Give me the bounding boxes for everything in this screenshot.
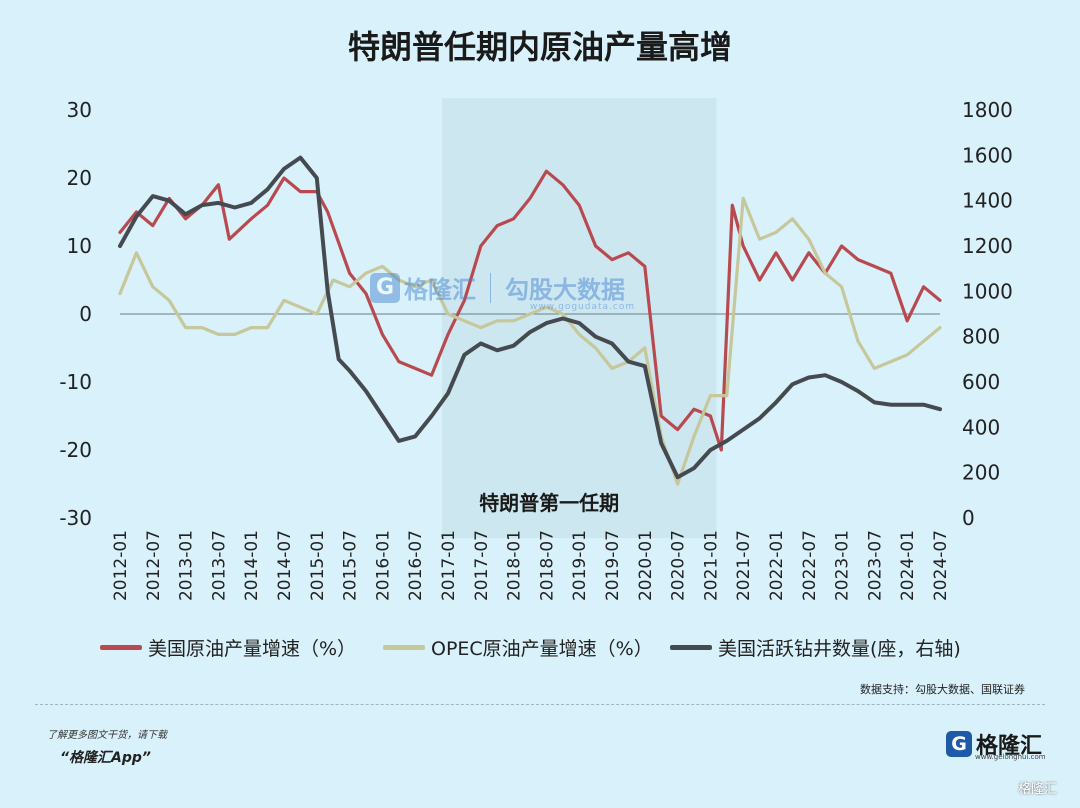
legend-swatch [670, 645, 712, 650]
shaded-period-label: 特朗普第一任期 [479, 491, 619, 515]
y-right-tick-label: 600 [962, 370, 1000, 394]
series-line-0 [118, 169, 942, 452]
y-left-tick-label: 20 [67, 166, 92, 190]
x-tick-label: 2019-01 [570, 530, 590, 601]
y-left-tick-label: 10 [67, 234, 92, 258]
divider [35, 704, 1045, 705]
y-left-tick-label: -20 [59, 438, 92, 462]
legend-swatch [100, 645, 142, 650]
brand-logo-icon: G [946, 731, 972, 757]
legend-label: 美国活跃钻井数量(座，右轴) [718, 638, 961, 660]
footer-brand: G 格隆汇 [946, 728, 1042, 760]
x-tick-label: 2016-07 [406, 530, 426, 601]
y-right-tick-label: 0 [962, 506, 975, 530]
x-tick-label: 2014-07 [275, 530, 295, 601]
watermark-separator [490, 272, 491, 303]
x-tick-label: 2018-01 [505, 530, 525, 601]
y-right-tick-label: 1200 [962, 234, 1013, 258]
watermark-logo-icon: G [370, 272, 400, 303]
x-tick-label: 2024-07 [931, 530, 951, 601]
x-tick-label: 2020-01 [636, 530, 656, 601]
x-tick-label: 2012-07 [144, 530, 164, 601]
series-line-2 [118, 155, 942, 480]
watermark-url: www.gogudata.com [530, 302, 636, 312]
x-tick-label: 2018-07 [537, 530, 557, 601]
y-left-tick-label: 30 [67, 98, 92, 122]
x-tick-label: 2017-01 [439, 530, 459, 601]
y-right-tick-label: 1000 [962, 279, 1013, 303]
x-tick-label: 2017-07 [472, 530, 492, 601]
x-tick-label: 2012-01 [111, 530, 131, 601]
x-tick-label: 2015-01 [308, 530, 328, 601]
x-tick-label: 2013-01 [177, 530, 197, 601]
y-right-tick-label: 800 [962, 325, 1000, 349]
corner-watermark: 格隆汇 [1018, 782, 1058, 797]
x-tick-label: 2022-01 [767, 530, 787, 601]
y-left-tick-label: -30 [59, 506, 92, 530]
x-tick-label: 2015-07 [341, 530, 361, 601]
x-tick-label: 2024-01 [898, 530, 918, 601]
footer-app-name: “格隆汇App” [60, 750, 151, 766]
chart-area: 30 20 10 0 -10 -20 -30 1800 1600 1400 1200 1000 800 6… [59, 98, 1013, 601]
x-tick-label: 2020-07 [669, 530, 689, 601]
series-line-1 [118, 196, 942, 486]
watermark-name2: 勾股大数据 [505, 276, 625, 304]
x-tick-label: 2022-07 [800, 530, 820, 601]
footer-promo: 了解更多图文干货，请下载 [47, 730, 167, 741]
watermark-brand: 格隆汇 [404, 276, 476, 304]
y-right-tick-label: 1400 [962, 189, 1013, 213]
legend-label: 美国原油产量增速（%） [148, 638, 357, 660]
brand-url: www.gelonghui.com [975, 753, 1046, 761]
y-left-tick-label: -10 [59, 370, 92, 394]
y-right-tick-label: 1800 [962, 98, 1013, 122]
x-tick-label: 2023-07 [865, 530, 885, 601]
chart-title: 特朗普任期内原油产量高增 [347, 28, 732, 66]
legend-swatch [383, 645, 425, 650]
watermark: G 格隆汇 勾股大数据 [370, 270, 625, 305]
x-tick-label: 2014-01 [242, 530, 262, 601]
x-tick-label: 2016-01 [373, 530, 393, 601]
x-tick-label: 2019-07 [603, 530, 623, 601]
x-tick-label: 2021-01 [701, 530, 721, 601]
y-left-tick-label: 0 [79, 302, 92, 326]
legend-label: OPEC原油产量增速（%） [431, 638, 653, 660]
y-right-tick-label: 400 [962, 415, 1000, 439]
legend: 美国原油产量增速（%） OPEC原油产量增速（%） 美国活跃钻井数量(座，右轴) [0, 634, 1080, 664]
x-tick-label: 2013-07 [209, 530, 229, 601]
legend-item-rig-count: 美国活跃钻井数量(座，右轴) [670, 634, 961, 661]
y-right-tick-label: 200 [962, 461, 1000, 485]
data-source: 数据支持：勾股大数据、国联证券 [860, 683, 1025, 696]
x-tick-label: 2021-07 [734, 530, 754, 601]
x-tick-label: 2023-01 [833, 530, 853, 601]
legend-item-us-growth: 美国原油产量增速（%） [100, 634, 356, 661]
legend-item-opec-growth: OPEC原油产量增速（%） [383, 634, 653, 661]
brand-name: 格隆汇 [976, 734, 1043, 759]
y-right-tick-label: 1600 [962, 143, 1013, 167]
